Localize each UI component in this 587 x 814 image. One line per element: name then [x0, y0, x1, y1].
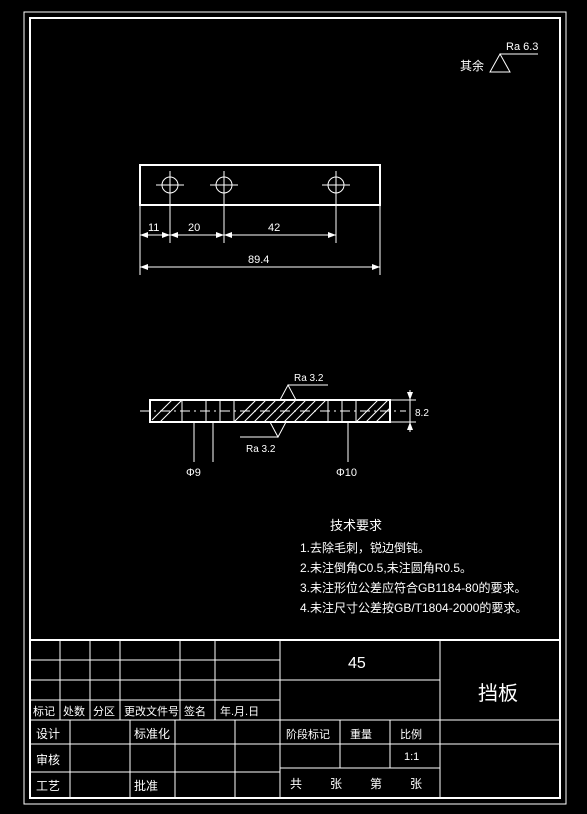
scale-val: 1:1	[404, 751, 419, 763]
row-check: 审核	[36, 752, 60, 767]
top-view: 11 20 42 89.4	[140, 165, 380, 275]
hole-3	[322, 171, 350, 199]
hdr-4: 签名	[184, 704, 206, 718]
mid-std: 标准化	[134, 727, 170, 741]
roughness-top-value: Ra 3.2	[294, 373, 324, 384]
side-view: Ra 3.2 Ra 3.2 8.2 Φ9 Φ10	[140, 373, 429, 479]
dim-total: 89.4	[140, 205, 380, 275]
sheet-z2: 张	[410, 777, 422, 791]
dim-b: 20	[188, 222, 200, 234]
dim-a: 11	[148, 222, 159, 234]
material: 45	[348, 655, 366, 672]
lbl-stage: 阶段标记	[286, 727, 330, 741]
roughness-bottom: Ra 3.2	[240, 422, 286, 455]
sheet-z1: 张	[330, 777, 342, 791]
mid-apr: 批准	[134, 778, 158, 793]
dia1: Φ9	[186, 467, 201, 479]
hdr-0: 标记	[33, 704, 55, 718]
tech-line-3: 3.未注形位公差应符合GB1184-80的要求。	[300, 580, 527, 595]
title-block: 标记 处数 分区 更改文件号 签名 年.月.日 设计 审核 工艺 标准化 批准 …	[30, 640, 560, 798]
tech-line-1: 1.去除毛刺，锐边倒钝。	[300, 540, 430, 555]
tech-line-2: 2.未注倒角C0.5,未注圆角R0.5。	[300, 560, 472, 575]
dim-c: 42	[268, 222, 280, 234]
hdr-1: 处数	[63, 705, 85, 718]
global-roughness-label: 其余	[460, 58, 484, 73]
drawing-canvas: 其余 Ra 6.3	[0, 0, 587, 814]
hdr-3: 更改文件号	[124, 704, 179, 718]
hole-1	[156, 171, 184, 199]
roughness-top: Ra 3.2	[280, 373, 328, 400]
global-roughness-value: Ra 6.3	[506, 41, 538, 53]
outer-border	[30, 18, 560, 798]
hdr-5: 年.月.日	[220, 704, 259, 718]
part-name: 挡板	[478, 682, 518, 705]
global-roughness: 其余 Ra 6.3	[460, 41, 538, 73]
hole-2	[210, 171, 238, 199]
dim-thickness: 8.2	[415, 408, 429, 419]
dim-total: 89.4	[248, 254, 269, 266]
sheet-gong: 共	[290, 777, 302, 791]
roughness-bottom-value: Ra 3.2	[246, 444, 276, 455]
dia2: Φ10	[336, 467, 357, 479]
row-design: 设计	[36, 727, 60, 741]
tech-reqs: 技术要求 1.去除毛刺，锐边倒钝。 2.未注倒角C0.5,未注圆角R0.5。 3…	[300, 518, 527, 615]
lbl-scale: 比例	[400, 727, 422, 741]
tech-line-4: 4.未注尺寸公差按GB/T1804-2000的要求。	[300, 600, 527, 615]
hdr-2: 分区	[93, 705, 115, 718]
tech-title: 技术要求	[330, 518, 382, 533]
sheet-di: 第	[370, 777, 382, 791]
lbl-weight: 重量	[350, 727, 372, 741]
row-tech: 工艺	[36, 779, 60, 793]
